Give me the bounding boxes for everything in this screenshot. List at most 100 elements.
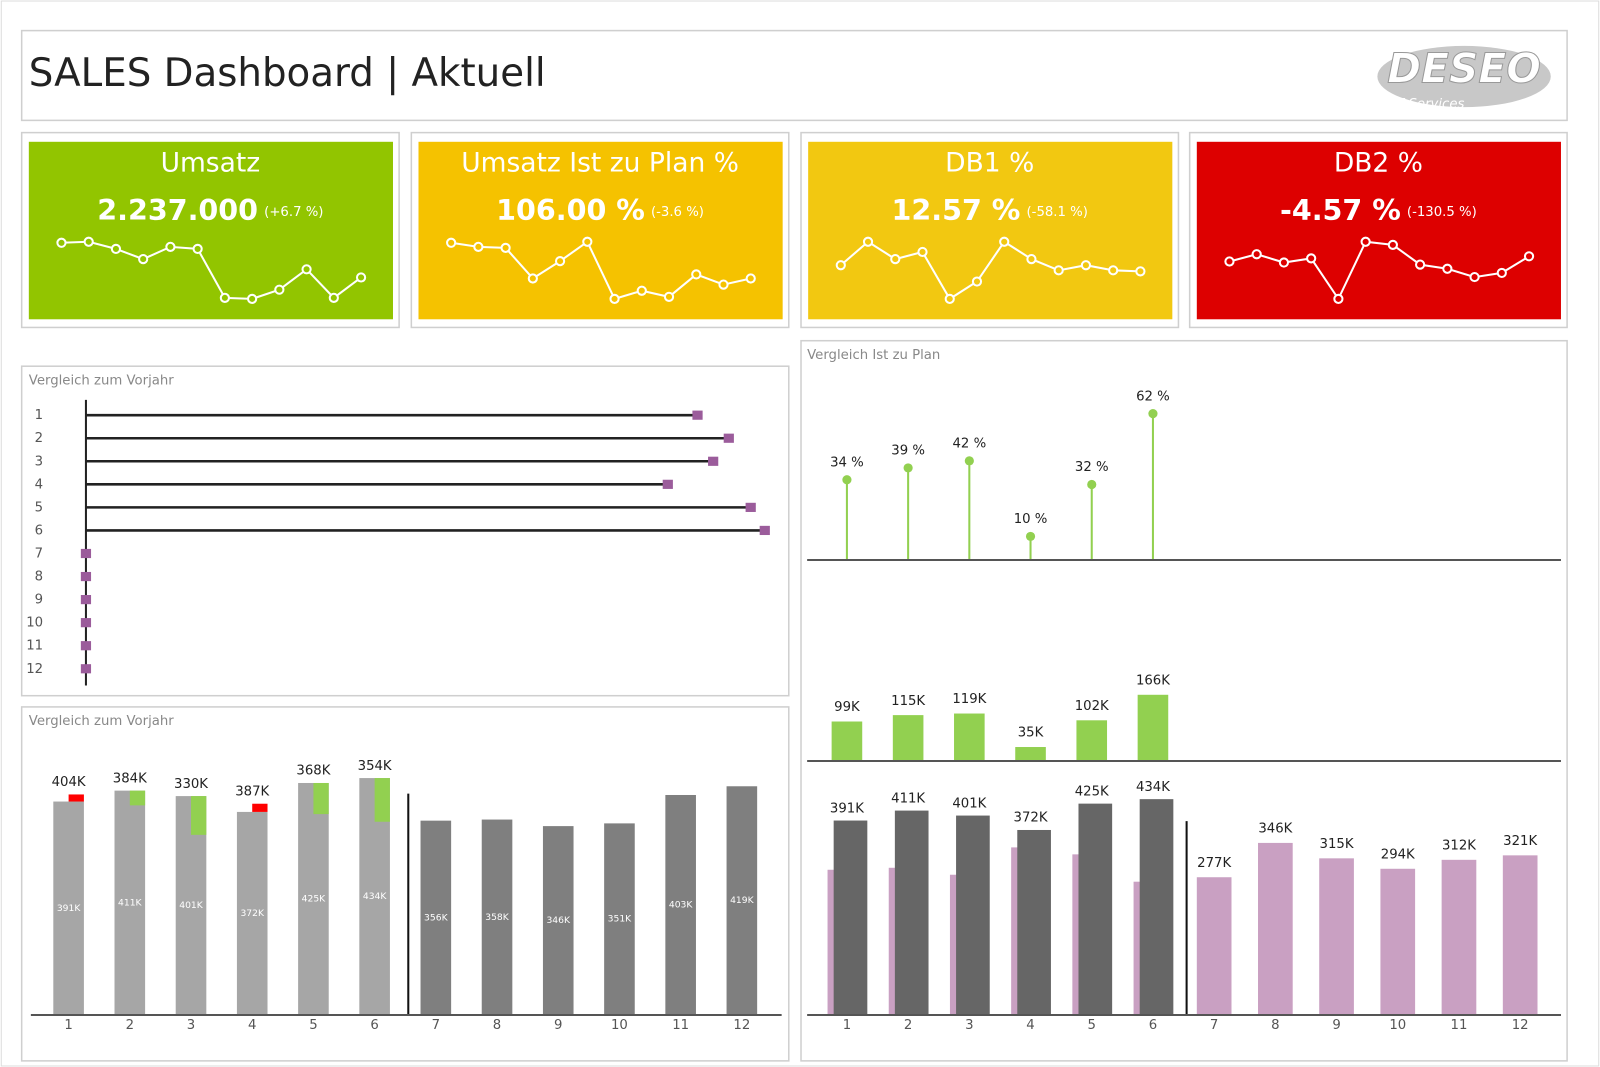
x-tick-label: 1 xyxy=(843,1018,851,1033)
x-tick-label: 3 xyxy=(187,1018,195,1033)
bar xyxy=(114,790,146,1015)
bar-label: 351K xyxy=(608,914,633,925)
delta-label: 99K xyxy=(834,700,860,715)
x-tick-label: 9 xyxy=(1332,1018,1340,1033)
marker xyxy=(723,433,734,443)
kpi-tile xyxy=(808,141,1173,320)
sparkline-point xyxy=(691,269,702,280)
variance xyxy=(191,796,207,835)
x-tick-label: 7 xyxy=(432,1018,440,1033)
marker xyxy=(662,479,673,489)
kpi-number: 2.237.000 xyxy=(97,193,258,227)
actual-bar xyxy=(1139,799,1174,1015)
marker xyxy=(759,525,770,536)
sparkline-point xyxy=(1469,271,1480,283)
delta-bar xyxy=(1015,747,1046,761)
sparkline-point xyxy=(1080,260,1092,271)
x-tick-label: 9 xyxy=(554,1018,562,1033)
kpi-change: (+6.7 %) xyxy=(264,205,323,220)
x-tick-label: 2 xyxy=(126,1018,134,1033)
kpi-title: Umsatz Ist zu Plan % xyxy=(461,148,739,179)
marker xyxy=(80,618,92,628)
sparkline-point xyxy=(582,236,593,247)
kpi-change: (-3.6 %) xyxy=(651,205,704,220)
bar-label: 372K xyxy=(240,908,265,919)
comparison-label: 384K xyxy=(113,771,147,786)
plan-label: 277K xyxy=(1197,856,1231,871)
lollipop-head xyxy=(964,456,974,466)
actual-label: 372K xyxy=(1014,811,1048,826)
plan-bar xyxy=(1258,842,1293,1015)
bar xyxy=(604,823,635,1015)
x-tick-label: 4 xyxy=(248,1018,256,1033)
bar-label: 434K xyxy=(363,891,388,902)
actual-label: 411K xyxy=(891,791,925,806)
sparkline-point xyxy=(83,236,94,247)
bar xyxy=(53,801,84,1015)
actual-label: 425K xyxy=(1075,784,1109,799)
bar-label: 411K xyxy=(118,897,143,908)
delta-bar xyxy=(831,721,863,761)
row-label: 3 xyxy=(35,454,43,469)
delta-label: 166K xyxy=(1136,674,1170,689)
bar-label: 346K xyxy=(546,915,571,926)
kpi-number: 12.57 % xyxy=(892,193,1021,227)
x-tick-label: 12 xyxy=(733,1018,750,1033)
sparkline-point xyxy=(745,273,756,284)
sparkline-point xyxy=(890,253,901,265)
delta-bar xyxy=(1076,720,1108,761)
sparkline-point xyxy=(1053,265,1064,276)
title: SALES Dashboard | Aktuell xyxy=(29,51,546,96)
kpi-value: 12.57 % (-58.1 %) xyxy=(892,193,1088,227)
sparkline-point xyxy=(1224,256,1235,267)
x-tick-label: 5 xyxy=(1088,1018,1096,1033)
sparkline-point xyxy=(355,272,367,283)
x-tick-label: 11 xyxy=(672,1018,689,1033)
row-label: 8 xyxy=(35,570,43,585)
sparkline-point xyxy=(971,276,983,287)
actual-bar xyxy=(1017,829,1051,1015)
marker xyxy=(80,548,92,559)
bar-label: 356K xyxy=(424,912,449,923)
sparkline-point xyxy=(1360,236,1371,247)
sparkline-point xyxy=(917,246,928,258)
x-tick-label: 4 xyxy=(1026,1018,1034,1033)
bar-label: 419K xyxy=(730,895,755,906)
sparkline-point xyxy=(718,279,729,290)
bar xyxy=(420,820,452,1015)
comparison-label: 354K xyxy=(358,759,392,774)
kpi-change: (-58.1 %) xyxy=(1026,205,1087,220)
kpi-value: 106.00 % (-3.6 %) xyxy=(496,193,704,227)
marker xyxy=(80,641,92,651)
comparison-label: 368K xyxy=(296,764,330,779)
header-box xyxy=(20,29,1568,122)
plan-bar xyxy=(1502,855,1538,1015)
sparkline-point xyxy=(138,253,149,265)
kpi-value: -4.57 % (-130.5 %) xyxy=(1280,193,1477,227)
plan-bar xyxy=(1319,858,1354,1015)
x-tick-label: 8 xyxy=(1271,1018,1279,1033)
x-tick-label: 10 xyxy=(1389,1018,1406,1033)
logo-subtitle: IT Services xyxy=(1392,97,1464,112)
plan-label: 346K xyxy=(1258,822,1292,837)
lollipop-head xyxy=(1148,409,1158,419)
plan-label: 321K xyxy=(1503,834,1537,849)
sparkline-point xyxy=(1306,253,1317,264)
sparkline-point xyxy=(1496,267,1507,279)
lollipop-head xyxy=(842,475,852,485)
bar-label: 401K xyxy=(179,900,204,911)
actual-bar xyxy=(956,815,990,1015)
row-label: 12 xyxy=(26,662,43,677)
sparkline-point xyxy=(1135,266,1146,277)
variance xyxy=(374,778,390,822)
comparison-label: 330K xyxy=(174,777,208,792)
sparkline-point xyxy=(1415,259,1426,270)
sparkline-point xyxy=(192,243,203,254)
marker xyxy=(692,410,703,420)
lollipop-label: 62 % xyxy=(1136,389,1170,404)
x-tick-label: 5 xyxy=(309,1018,317,1033)
row-label: 7 xyxy=(35,546,43,561)
sparkline-point xyxy=(554,256,566,267)
plan-bar xyxy=(1441,859,1477,1015)
